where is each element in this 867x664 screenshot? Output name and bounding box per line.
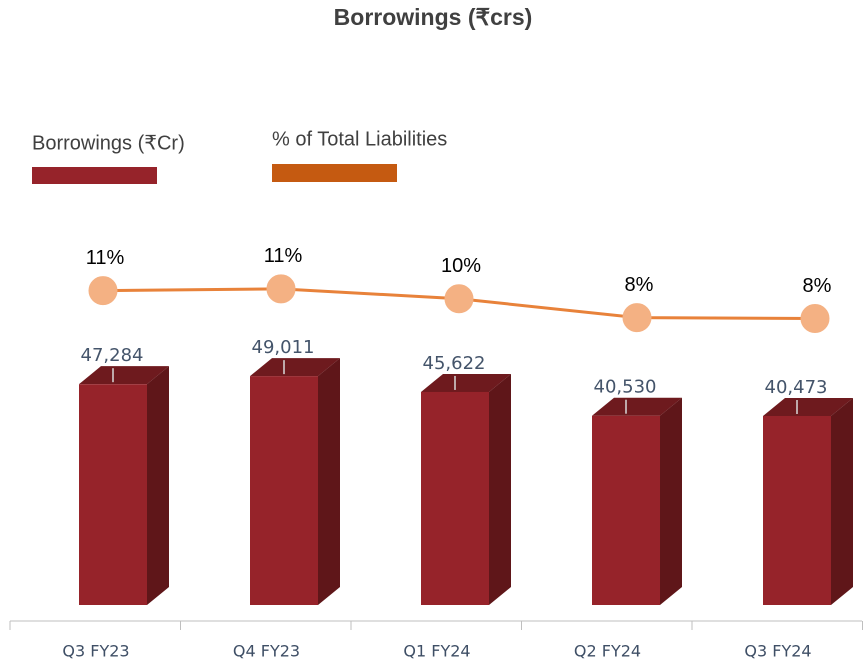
legend-swatch: [32, 167, 157, 184]
chart-title: Borrowings (₹crs): [334, 4, 533, 30]
legend-swatch: [272, 164, 397, 182]
bar-top: [592, 397, 682, 416]
data-label: 40,530: [594, 377, 657, 398]
line-marker: [266, 274, 296, 304]
bar: [592, 415, 660, 605]
line-marker: [444, 284, 474, 314]
line-marker: [622, 303, 652, 333]
line-marker: [88, 276, 118, 306]
bar-side: [660, 397, 682, 605]
data-label: 40,473: [765, 377, 828, 398]
data-label: 8%: [625, 274, 654, 296]
data-label: 8%: [803, 275, 832, 297]
bar-side: [831, 397, 853, 605]
line-marker: [800, 304, 830, 334]
bar-top: [79, 366, 169, 385]
x-tick-label: Q3 FY23: [62, 642, 129, 661]
bar-side: [147, 366, 169, 605]
data-label: 47,284: [81, 345, 144, 366]
bar: [250, 376, 318, 605]
bar: [421, 391, 489, 605]
x-tick-label: Q1 FY24: [403, 642, 470, 661]
data-label: 11%: [86, 247, 125, 269]
data-label: 10%: [441, 255, 481, 277]
bar: [79, 384, 147, 605]
x-tick-label: Q2 FY24: [574, 642, 641, 661]
x-tick-label: Q4 FY23: [233, 642, 300, 661]
bar-top: [421, 373, 511, 392]
data-label: 49,011: [252, 337, 315, 358]
bar: [763, 415, 831, 605]
x-tick-label: Q3 FY24: [744, 642, 811, 661]
bar-top: [763, 397, 853, 416]
bar-top: [250, 358, 340, 377]
legend-label: Borrowings (₹Cr): [32, 132, 185, 154]
bar-side: [318, 358, 340, 605]
bar-side: [489, 373, 511, 605]
legend-label: % of Total Liabilities: [272, 128, 447, 150]
data-label: 11%: [264, 245, 303, 267]
data-label: 45,622: [423, 353, 486, 374]
